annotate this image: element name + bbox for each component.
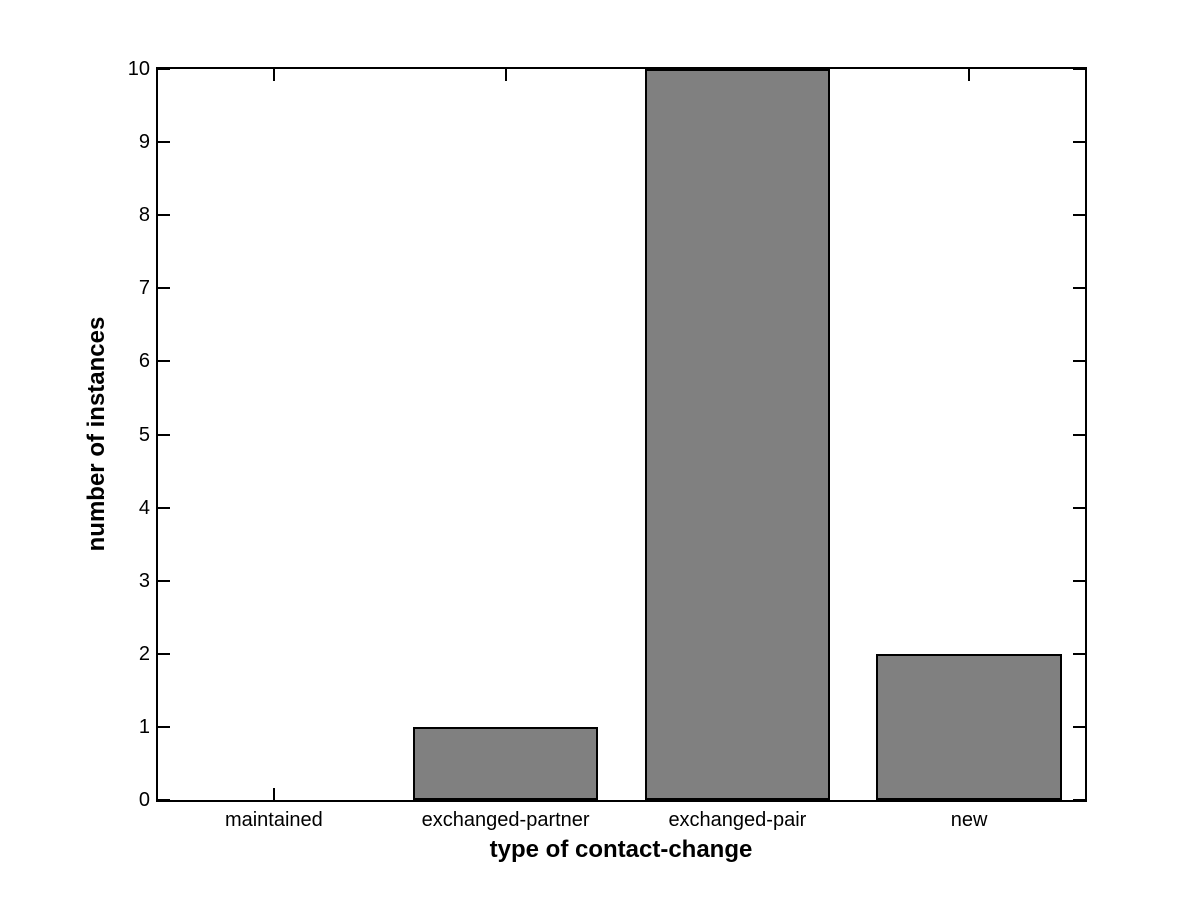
- x-tick-label-maintained: maintained: [224, 809, 323, 831]
- x-tick-label-exchanged-partner: exchanged-partner: [421, 809, 590, 831]
- y-tick-mark: [158, 141, 170, 144]
- plot-area: [156, 67, 1087, 802]
- y-tick-mark: [158, 579, 170, 582]
- y-tick-label: 4: [138, 496, 150, 519]
- x-tick-mark-top: [272, 69, 275, 81]
- y-tick-mark-right: [1073, 141, 1085, 144]
- y-tick-mark-right: [1073, 360, 1085, 363]
- y-tick-label: 0: [138, 789, 150, 811]
- y-tick-mark: [158, 287, 170, 290]
- x-tick-mark-top: [968, 69, 971, 81]
- x-tick-mark: [272, 788, 275, 800]
- bar-new: [876, 653, 1062, 800]
- bar-exchanged-partner: [412, 726, 599, 800]
- y-tick-mark: [158, 214, 170, 217]
- y-tick-mark-right: [1073, 799, 1085, 801]
- y-tick-mark-right: [1073, 506, 1085, 509]
- y-tick-mark: [158, 652, 170, 655]
- bar-exchanged-pair: [644, 69, 831, 800]
- y-tick-mark: [158, 360, 170, 363]
- y-tick-label: 7: [138, 277, 150, 300]
- y-tick-mark-right: [1073, 214, 1085, 217]
- y-tick-label: 2: [138, 642, 150, 665]
- y-tick-label: 6: [138, 350, 150, 373]
- y-tick-mark-right: [1073, 579, 1085, 582]
- x-axis-title: type of contact-change: [489, 836, 753, 863]
- y-tick-label: 9: [138, 131, 150, 154]
- y-tick-mark-right: [1073, 652, 1085, 655]
- y-tick-label: 1: [138, 715, 150, 738]
- y-tick-mark-right: [1073, 725, 1085, 728]
- y-tick-mark: [158, 68, 170, 70]
- y-tick-mark-right: [1073, 287, 1085, 290]
- y-tick-label: 8: [138, 204, 150, 227]
- y-tick-mark-right: [1073, 433, 1085, 436]
- x-tick-mark-top: [504, 69, 507, 81]
- y-tick-mark: [158, 799, 170, 801]
- y-tick-label: 3: [138, 569, 150, 592]
- x-tick-label-exchanged-pair: exchanged-pair: [668, 809, 807, 831]
- y-tick-mark: [158, 506, 170, 509]
- y-tick-mark: [158, 725, 170, 728]
- y-tick-label: 10: [127, 58, 150, 80]
- y-tick-label: 5: [138, 423, 150, 446]
- y-tick-mark-right: [1073, 68, 1085, 70]
- y-tick-mark: [158, 433, 170, 436]
- x-tick-label-new: new: [950, 809, 988, 831]
